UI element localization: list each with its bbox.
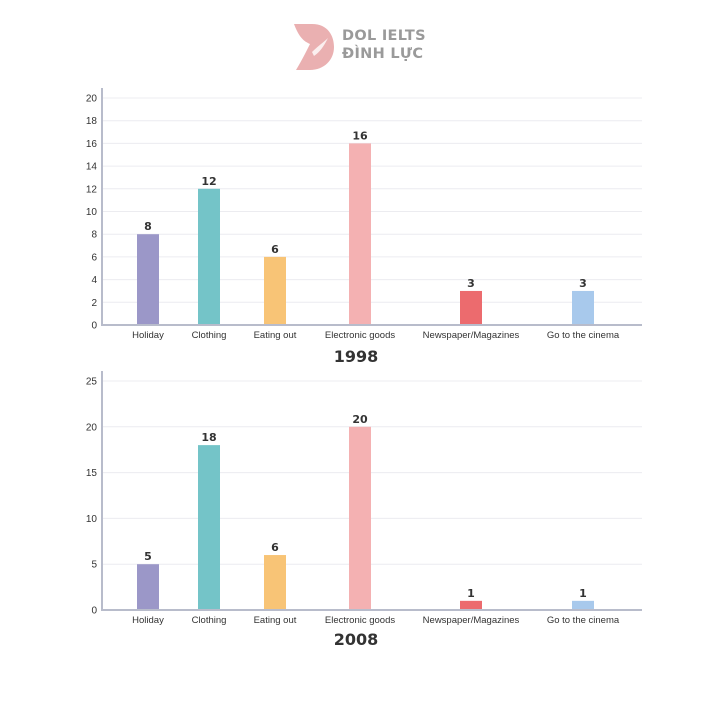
- x-tick-label: Eating out: [254, 330, 297, 341]
- logo-line2: ĐÌNH LỰC: [342, 46, 424, 62]
- logo-mark-icon: [294, 24, 334, 70]
- x-tick-label: Holiday: [132, 330, 164, 341]
- x-tick-label: Eating out: [254, 615, 297, 626]
- y-tick-label: 15: [86, 468, 98, 479]
- data-label: 8: [144, 220, 152, 233]
- y-tick-label: 18: [86, 116, 98, 127]
- x-tick-label: Newspaper/Magazines: [423, 330, 520, 341]
- y-tick-label: 0: [91, 321, 97, 332]
- chart-title: 2008: [334, 630, 379, 649]
- data-label: 18: [201, 431, 216, 444]
- data-label: 3: [579, 277, 587, 290]
- bar-clothing: [198, 445, 220, 609]
- data-label: 1: [467, 587, 475, 600]
- bar-go-to-the-cinema: [572, 600, 594, 609]
- y-tick-label: 10: [86, 207, 98, 218]
- y-tick-label: 12: [86, 184, 98, 195]
- bar-newspaper-magazines: [460, 290, 482, 324]
- y-tick-label: 0: [91, 606, 97, 617]
- x-tick-label: Electronic goods: [325, 615, 395, 626]
- data-label: 16: [352, 129, 368, 142]
- bar-holiday: [137, 234, 159, 324]
- data-label: 3: [467, 277, 475, 290]
- bar-clothing: [198, 188, 220, 324]
- data-label: 20: [352, 413, 368, 426]
- bar-go-to-the-cinema: [572, 290, 594, 324]
- data-label: 1: [579, 587, 587, 600]
- x-tick-label: Go to the cinema: [547, 615, 620, 626]
- chart-title: 1998: [334, 347, 379, 366]
- data-label: 6: [271, 243, 279, 256]
- x-tick-label: Holiday: [132, 615, 164, 626]
- bar-electronic-goods: [349, 143, 371, 324]
- y-tick-label: 5: [91, 560, 97, 571]
- y-tick-label: 20: [86, 94, 98, 105]
- bar-electronic-goods: [349, 426, 371, 609]
- y-tick-label: 8: [91, 230, 97, 241]
- x-tick-label: Clothing: [192, 615, 227, 626]
- x-tick-label: Electronic goods: [325, 330, 395, 341]
- y-tick-label: 2: [91, 298, 97, 309]
- x-tick-label: Go to the cinema: [547, 330, 620, 341]
- bar-eating-out: [264, 256, 286, 324]
- x-tick-label: Newspaper/Magazines: [423, 615, 520, 626]
- bar-eating-out: [264, 555, 286, 609]
- data-label: 12: [201, 175, 216, 188]
- dol-ielts-logo: DOL IELTS ĐÌNH LỰC: [292, 22, 432, 72]
- y-tick-label: 14: [86, 162, 98, 173]
- y-tick-label: 20: [86, 422, 98, 433]
- y-tick-label: 25: [86, 377, 98, 388]
- x-tick-label: Clothing: [192, 330, 227, 341]
- y-tick-label: 16: [86, 139, 98, 150]
- data-label: 6: [271, 541, 279, 554]
- logo-line1: DOL IELTS: [342, 28, 426, 44]
- y-tick-label: 4: [91, 275, 97, 286]
- data-label: 5: [144, 550, 152, 563]
- y-tick-label: 10: [86, 514, 98, 525]
- y-tick-label: 6: [91, 252, 97, 263]
- bar-holiday: [137, 564, 159, 609]
- bar-newspaper-magazines: [460, 600, 482, 609]
